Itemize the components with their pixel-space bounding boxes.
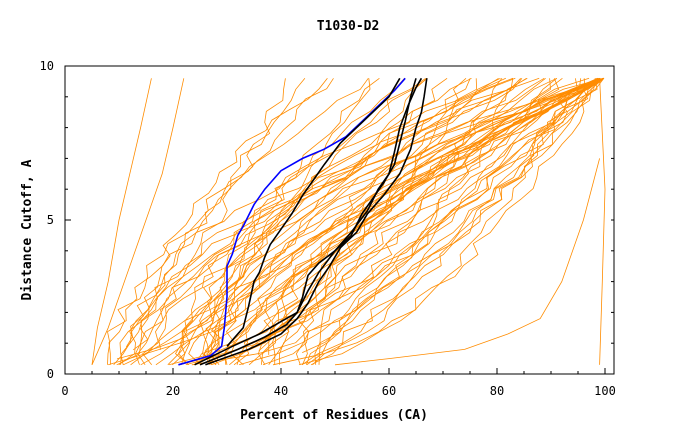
model-series-line xyxy=(599,78,606,365)
model-series-line xyxy=(229,77,604,366)
y-axis: 0 5 10 xyxy=(40,59,614,381)
model-series-line xyxy=(224,77,601,365)
y-tick-label: 0 xyxy=(47,367,54,381)
model-series-line xyxy=(188,77,506,366)
model-series-line xyxy=(211,77,605,341)
model-series-line xyxy=(158,77,527,350)
model-series-line xyxy=(301,77,605,366)
model-series-line xyxy=(167,78,371,366)
model-series-line xyxy=(310,77,605,366)
model-series-line xyxy=(211,77,467,366)
model-series-line xyxy=(135,77,605,365)
x-tick-label: 60 xyxy=(382,384,396,398)
series-layer xyxy=(91,77,606,366)
x-tick-label: 40 xyxy=(274,384,288,398)
y-axis-label: Distance Cutoff, A xyxy=(20,159,35,300)
model-series-line xyxy=(172,78,405,366)
model-series-line xyxy=(334,158,600,366)
model-series-line xyxy=(118,78,306,366)
model-series-line xyxy=(181,77,546,365)
model-series-line xyxy=(298,78,578,366)
model-series-line xyxy=(108,78,369,365)
x-axis-label: Percent of Residues (CA) xyxy=(240,408,428,423)
x-tick-label: 0 xyxy=(61,384,68,398)
highlight-layer xyxy=(178,77,428,366)
model-series-line xyxy=(302,78,514,353)
y-tick-label: 5 xyxy=(47,213,54,227)
model-series-line xyxy=(238,78,603,366)
model-series-line xyxy=(262,78,503,366)
model-series-line xyxy=(132,78,328,351)
model-series-line xyxy=(116,78,471,360)
highlight-series-line xyxy=(226,77,401,347)
model-series-line xyxy=(194,77,563,366)
model-series-line xyxy=(312,78,582,366)
model-series-line xyxy=(209,77,426,366)
model-series-line xyxy=(215,78,523,365)
x-tick-label: 100 xyxy=(594,384,616,398)
model-series-line xyxy=(233,77,501,366)
model-series-line xyxy=(245,77,598,345)
model-series-line xyxy=(91,78,152,365)
model-series-line xyxy=(91,78,185,365)
model-series-line xyxy=(140,77,545,366)
highlight-series-line xyxy=(199,77,423,366)
model-series-line xyxy=(130,77,448,366)
highlight-series-line xyxy=(194,78,417,366)
x-axis: 0 20 40 60 80 100 xyxy=(61,368,616,398)
model-series-line xyxy=(314,77,600,365)
model-series-line xyxy=(257,77,605,366)
model-series-line xyxy=(236,77,605,365)
chart-title: T1030-D2 xyxy=(317,19,380,34)
model-series-line xyxy=(125,78,334,348)
model-series-line xyxy=(202,77,472,366)
model-series-line xyxy=(116,78,286,366)
model-series-line xyxy=(142,77,601,366)
model-series-line xyxy=(107,77,499,365)
model-series-line xyxy=(113,77,540,366)
model-series-line xyxy=(279,77,605,365)
model-series-line xyxy=(108,77,528,366)
model-series-line xyxy=(185,78,605,366)
x-tick-label: 20 xyxy=(166,384,180,398)
highlight-series-line xyxy=(205,78,428,366)
model-series-line xyxy=(211,77,380,365)
y-tick-label: 10 xyxy=(40,59,54,73)
model-series-line xyxy=(120,77,516,365)
model-series-line xyxy=(272,78,596,366)
x-tick-label: 80 xyxy=(490,384,504,398)
model-series-line xyxy=(174,77,428,366)
model-series-line xyxy=(306,78,560,366)
model-series-line xyxy=(268,77,605,366)
model-series-line xyxy=(302,77,590,365)
